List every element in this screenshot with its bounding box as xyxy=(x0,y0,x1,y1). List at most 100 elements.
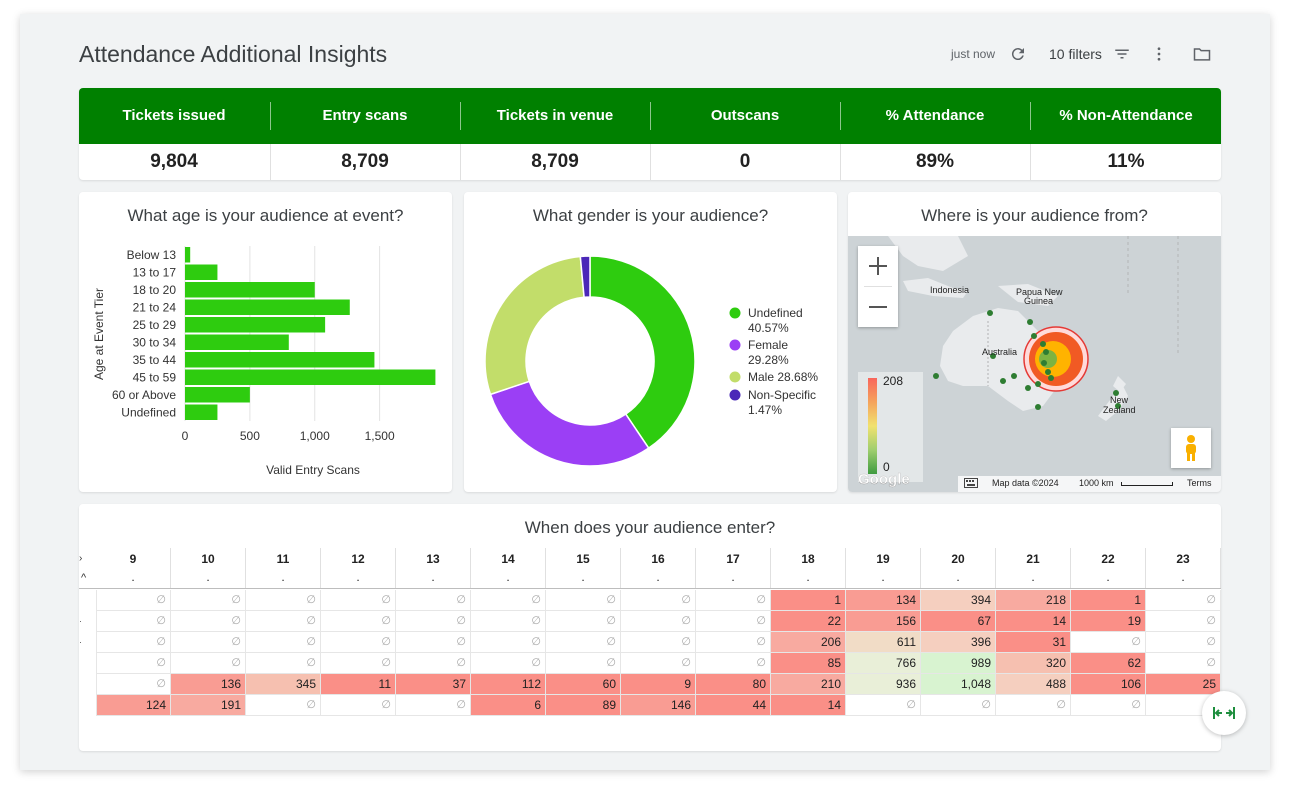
table-cell[interactable]: 210 xyxy=(771,674,846,695)
table-cell[interactable]: 62 xyxy=(1071,653,1146,674)
folder-icon[interactable] xyxy=(1191,43,1213,65)
column-header[interactable]: 13 xyxy=(396,548,471,570)
more-vert-icon[interactable] xyxy=(1148,43,1170,65)
column-header[interactable]: 10 xyxy=(171,548,246,570)
collapse-toggle[interactable]: ^ xyxy=(81,572,87,584)
table-cell[interactable]: ∅ xyxy=(246,653,321,674)
column-header[interactable]: 9 xyxy=(96,548,171,570)
table-cell[interactable]: 1,048 xyxy=(921,674,996,695)
table-cell[interactable]: ∅ xyxy=(471,632,546,653)
table-cell[interactable]: 6 xyxy=(471,695,546,716)
column-header[interactable]: 22 xyxy=(1071,548,1146,570)
column-header[interactable]: 23 xyxy=(1146,548,1221,570)
table-cell[interactable]: ∅ xyxy=(396,611,471,632)
table-cell[interactable]: ∅ xyxy=(546,632,621,653)
keyboard-icon[interactable] xyxy=(964,478,978,490)
table-cell[interactable]: 488 xyxy=(996,674,1071,695)
table-cell[interactable]: ∅ xyxy=(96,674,171,695)
map-terms-link[interactable]: Terms xyxy=(1187,478,1212,488)
table-cell[interactable]: ∅ xyxy=(246,611,321,632)
column-header[interactable]: 14 xyxy=(471,548,546,570)
table-cell[interactable]: ∅ xyxy=(1146,611,1221,632)
scroll-left-indicator[interactable]: › xyxy=(79,553,83,564)
table-cell[interactable]: ∅ xyxy=(1071,695,1146,716)
table-cell[interactable]: ∅ xyxy=(171,632,246,653)
table-cell[interactable]: 936 xyxy=(846,674,921,695)
table-cell[interactable]: 156 xyxy=(846,611,921,632)
table-cell[interactable]: ∅ xyxy=(171,590,246,611)
table-cell[interactable]: 345 xyxy=(246,674,321,695)
table-cell[interactable]: ∅ xyxy=(171,611,246,632)
zoom-in-button[interactable] xyxy=(858,246,898,286)
table-cell[interactable]: ∅ xyxy=(321,632,396,653)
column-header[interactable]: 17 xyxy=(696,548,771,570)
street-view-pegman-button[interactable] xyxy=(1171,428,1211,468)
table-cell[interactable]: 19 xyxy=(1071,611,1146,632)
column-header[interactable]: 20 xyxy=(921,548,996,570)
table-cell[interactable]: 989 xyxy=(921,653,996,674)
refresh-icon[interactable] xyxy=(1007,43,1029,65)
table-cell[interactable]: ∅ xyxy=(321,611,396,632)
table-cell[interactable]: ∅ xyxy=(696,653,771,674)
table-cell[interactable]: ∅ xyxy=(396,590,471,611)
table-cell[interactable]: ∅ xyxy=(396,632,471,653)
table-cell[interactable]: 37 xyxy=(396,674,471,695)
table-cell[interactable]: ∅ xyxy=(1146,632,1221,653)
table-cell[interactable]: ∅ xyxy=(621,590,696,611)
table-cell[interactable]: ∅ xyxy=(996,695,1071,716)
table-cell[interactable]: 14 xyxy=(996,611,1071,632)
table-cell[interactable]: 22 xyxy=(771,611,846,632)
table-cell[interactable]: ∅ xyxy=(96,632,171,653)
table-cell[interactable]: ∅ xyxy=(1071,632,1146,653)
table-cell[interactable]: ∅ xyxy=(696,590,771,611)
column-header[interactable]: 15 xyxy=(546,548,621,570)
column-header[interactable]: 11 xyxy=(246,548,321,570)
column-header[interactable]: 12 xyxy=(321,548,396,570)
table-cell[interactable]: 191 xyxy=(171,695,246,716)
table-cell[interactable]: ∅ xyxy=(546,590,621,611)
table-cell[interactable]: 85 xyxy=(771,653,846,674)
table-cell[interactable]: ∅ xyxy=(1146,590,1221,611)
expand-columns-button[interactable] xyxy=(1202,691,1246,735)
table-cell[interactable]: ∅ xyxy=(321,695,396,716)
table-cell[interactable]: ∅ xyxy=(321,590,396,611)
table-cell[interactable]: ∅ xyxy=(846,695,921,716)
column-header[interactable]: 16 xyxy=(621,548,696,570)
table-cell[interactable]: ∅ xyxy=(246,632,321,653)
table-cell[interactable]: ∅ xyxy=(921,695,996,716)
table-cell[interactable]: 218 xyxy=(996,590,1071,611)
table-cell[interactable]: 320 xyxy=(996,653,1071,674)
table-cell[interactable]: ∅ xyxy=(171,653,246,674)
table-cell[interactable]: 124 xyxy=(96,695,171,716)
table-cell[interactable]: ∅ xyxy=(321,653,396,674)
table-cell[interactable]: 1 xyxy=(1071,590,1146,611)
table-cell[interactable]: 766 xyxy=(846,653,921,674)
table-cell[interactable]: ∅ xyxy=(621,653,696,674)
table-cell[interactable]: 146 xyxy=(621,695,696,716)
table-cell[interactable]: ∅ xyxy=(96,590,171,611)
table-cell[interactable]: ∅ xyxy=(696,632,771,653)
table-cell[interactable]: 89 xyxy=(546,695,621,716)
table-cell[interactable]: 44 xyxy=(696,695,771,716)
table-cell[interactable]: ∅ xyxy=(396,653,471,674)
zoom-out-button[interactable] xyxy=(858,287,898,327)
table-cell[interactable]: ∅ xyxy=(621,632,696,653)
table-cell[interactable]: ∅ xyxy=(96,653,171,674)
table-cell[interactable]: ∅ xyxy=(546,611,621,632)
filter-icon[interactable] xyxy=(1111,43,1133,65)
table-cell[interactable]: ∅ xyxy=(621,611,696,632)
table-cell[interactable]: 25 xyxy=(1146,674,1221,695)
table-cell[interactable]: 394 xyxy=(921,590,996,611)
table-cell[interactable]: 67 xyxy=(921,611,996,632)
table-cell[interactable]: 611 xyxy=(846,632,921,653)
table-cell[interactable]: ∅ xyxy=(96,611,171,632)
table-cell[interactable]: 396 xyxy=(921,632,996,653)
table-cell[interactable]: 1 xyxy=(771,590,846,611)
table-cell[interactable]: 134 xyxy=(846,590,921,611)
table-cell[interactable]: ∅ xyxy=(246,695,321,716)
table-cell[interactable]: 11 xyxy=(321,674,396,695)
table-cell[interactable]: 60 xyxy=(546,674,621,695)
table-cell[interactable]: ∅ xyxy=(546,653,621,674)
column-header[interactable]: 18 xyxy=(771,548,846,570)
table-cell[interactable]: 136 xyxy=(171,674,246,695)
